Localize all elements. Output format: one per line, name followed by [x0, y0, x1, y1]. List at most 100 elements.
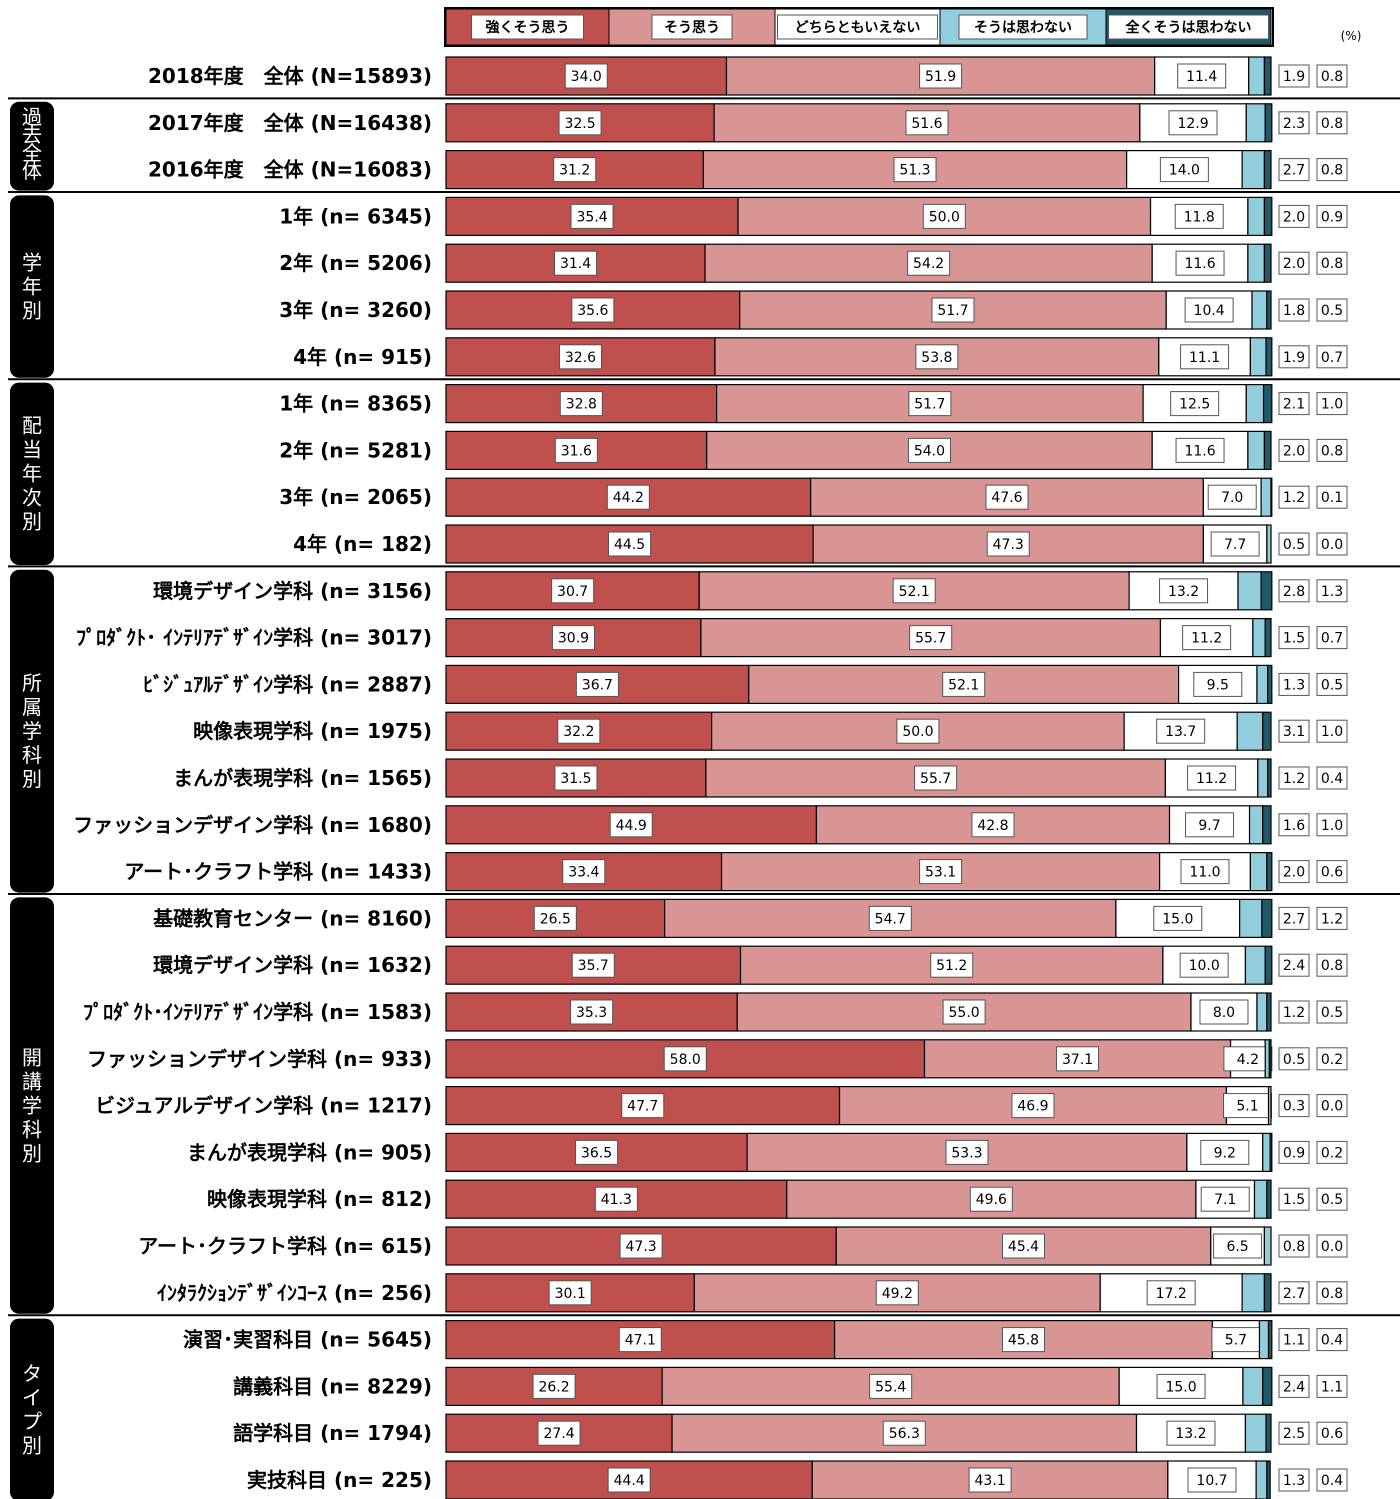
data-label-small-text: 0.5: [1283, 1052, 1305, 1068]
data-label-text: 51.7: [914, 397, 945, 413]
group-label-char: 講: [22, 1069, 42, 1093]
data-label: 51.7: [908, 391, 952, 417]
data-label: 54.2: [907, 250, 951, 276]
group-label-char: 所: [22, 671, 42, 695]
group-label-char: 科: [22, 1117, 42, 1141]
data-label-text: 54.2: [913, 256, 944, 272]
bar-row: 基礎教育センター (n= 8160) 26.5 54.7 15.0 2.7 1.2: [153, 898, 1348, 939]
data-label-small: 1.2: [1278, 1000, 1310, 1024]
group-label-char: 別: [22, 1141, 42, 1165]
bar-segment: [1253, 1179, 1268, 1219]
data-label-small-box: [1278, 719, 1310, 743]
bar-segment: [1267, 758, 1272, 798]
row-label: 2年 (n= 5206): [279, 251, 432, 275]
data-label-small-text: 1.2: [1283, 1005, 1305, 1021]
data-label-small-box: [1278, 251, 1310, 275]
data-label-small-box: [1278, 1094, 1310, 1118]
data-label-small-box: [1316, 813, 1348, 837]
bar-segment: [1237, 571, 1262, 611]
data-label-small-box: [1316, 1281, 1348, 1305]
row-label: 1年 (n= 8365): [279, 392, 432, 416]
data-label: 50.0: [896, 718, 940, 744]
data-label-box: [619, 1233, 663, 1259]
data-label-box: [986, 531, 1030, 557]
bar-segment: [1239, 898, 1263, 939]
data-label-text: 33.4: [568, 865, 599, 881]
data-label-small: 0.6: [1316, 860, 1348, 884]
data-label: 5.7: [1211, 1327, 1261, 1353]
bar-segment: [1247, 243, 1266, 283]
data-label-box: [557, 718, 601, 744]
bar-segment: [1266, 851, 1273, 892]
bar-segment: [1255, 1460, 1268, 1499]
data-label-small: 0.0: [1316, 532, 1348, 556]
row-label: 2018年度 全体 (N=15893): [148, 64, 432, 88]
data-label: 31.2: [553, 157, 597, 183]
data-label-small: 1.9: [1278, 64, 1310, 88]
data-label-text: 6.5: [1226, 1239, 1248, 1255]
row-label: まんが表現学科 (n= 905): [187, 1140, 432, 1164]
data-label: 11.2: [1187, 765, 1237, 791]
data-label-text: 49.2: [882, 1286, 913, 1302]
data-label-small-box: [1316, 953, 1348, 977]
bar-segment: [1165, 290, 1253, 330]
data-label-small-text: 0.6: [1321, 1426, 1343, 1442]
data-label-text: 56.3: [889, 1426, 920, 1442]
data-label-box: [1156, 1373, 1206, 1399]
row-label: 環境デザイン学科 (n= 1632): [153, 953, 432, 977]
row-label: 2017年度 全体 (N=16438): [148, 111, 432, 135]
bar-segment: [1267, 1319, 1273, 1360]
data-label-box: [1177, 63, 1227, 89]
bar-segment: [1263, 243, 1272, 283]
bar-row: 1年 (n= 8365) 32.8 51.7 12.5 2.1 1.0: [279, 384, 1348, 424]
bar-row: 映像表現学科 (n= 812) 41.3 49.6 7.1 1.5 0.5: [207, 1179, 1348, 1219]
data-label-small-text: 1.6: [1283, 818, 1305, 834]
data-label-box: [914, 765, 958, 791]
bar-segment: [1236, 711, 1264, 751]
data-label-text: 51.7: [937, 303, 968, 319]
data-label-small-box: [1316, 345, 1348, 369]
bar-row: ビジュアルデザイン学科 (n= 1217) 47.7 46.9 5.1 0.3 0.0: [95, 1085, 1348, 1126]
data-label-box: [575, 671, 619, 697]
data-label-box: [558, 344, 602, 370]
data-label-box: [1153, 905, 1203, 931]
row-label: アート･クラフト学科 (n= 615): [138, 1234, 432, 1258]
bar-row: 3年 (n= 3260) 35.6 51.7 10.4 1.8 0.5: [279, 290, 1348, 330]
data-label: 47.6: [985, 484, 1029, 510]
data-label: 41.3: [594, 1186, 638, 1212]
data-label-small-box: [1278, 485, 1310, 509]
row-label: ファッションデザイン学科 (n= 1680): [73, 813, 432, 837]
bar-row: ﾌﾟﾛﾀﾞｸﾄ･ｲﾝﾃﾘｱﾃﾞｻﾞｲﾝ学科 (n= 1583) 35.3 55.0 8…: [83, 992, 1348, 1032]
bar-segment: [1265, 1413, 1272, 1453]
data-label-small-text: 1.5: [1283, 631, 1305, 647]
data-label-text: 11.6: [1184, 256, 1215, 272]
data-label: 47.3: [986, 531, 1030, 557]
data-label: 56.3: [882, 1420, 926, 1446]
bar-row: 語学科目 (n= 1794) 27.4 56.3 13.2 2.5 0.6: [233, 1413, 1348, 1453]
bar-segment: [1268, 1039, 1272, 1079]
data-label-small-text: 2.0: [1283, 443, 1305, 459]
data-label-small-text: 2.7: [1283, 911, 1305, 927]
data-label-box: [919, 859, 963, 885]
data-label: 32.5: [558, 110, 602, 136]
bar-row: 実技科目 (n= 225) 44.4 43.1 10.7 1.3 0.4: [247, 1460, 1348, 1499]
group-label-char: 別: [22, 298, 42, 322]
data-label-small-box: [1278, 392, 1310, 416]
data-label-small: 2.7: [1278, 906, 1310, 930]
data-label-text: 26.5: [540, 911, 571, 927]
data-label-small: 1.2: [1278, 766, 1310, 790]
data-label-text: 47.6: [991, 490, 1022, 506]
data-label-small: 2.0: [1278, 251, 1310, 275]
data-label-text: 53.8: [921, 350, 952, 366]
row-label: 環境デザイン学科 (n= 3156): [153, 579, 432, 603]
data-label-box: [942, 671, 986, 697]
data-label-small-text: 0.5: [1321, 677, 1343, 693]
data-label-small-box: [1278, 1140, 1310, 1164]
data-label-small-text: 0.8: [1321, 958, 1343, 974]
data-label-small-text: 1.1: [1283, 1333, 1305, 1349]
data-label-text: 11.8: [1184, 209, 1215, 225]
data-label-box: [869, 1373, 913, 1399]
bar-row: アート･クラフト学科 (n= 1433) 33.4 53.1 11.0 2.0 0.6: [124, 851, 1348, 892]
legend-entry-1-text: そう思う: [664, 20, 720, 36]
